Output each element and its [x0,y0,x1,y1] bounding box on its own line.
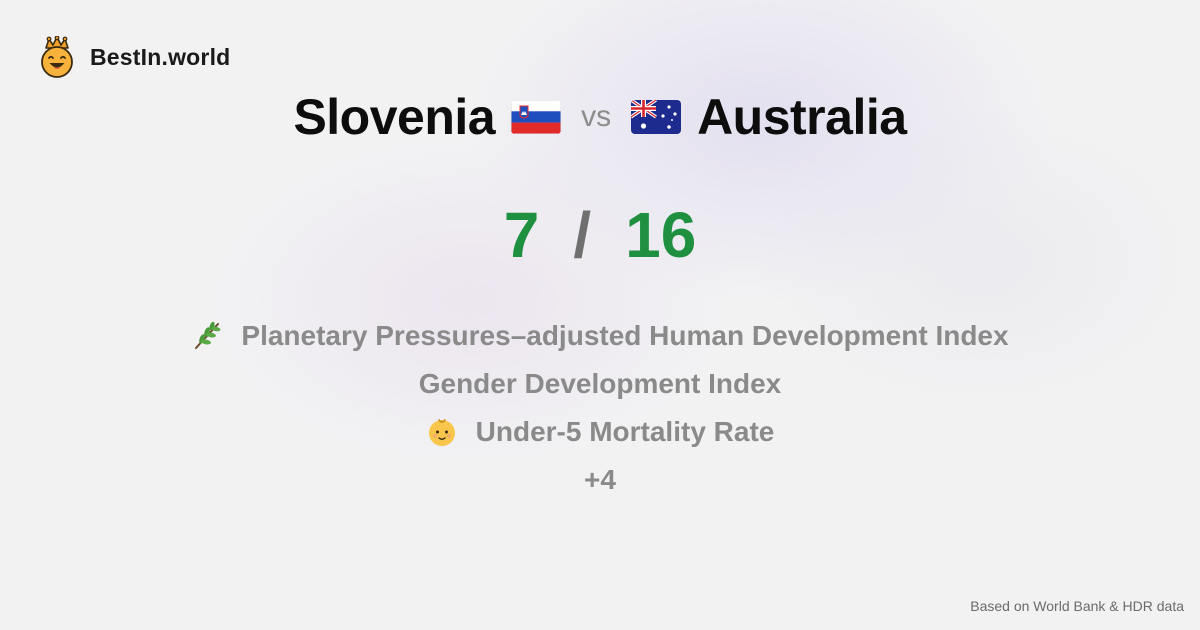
right-score: 16 [625,199,697,271]
crown-smiley-icon [41,36,73,78]
metric-label: Planetary Pressures–adjusted Human Devel… [241,320,1009,351]
australia-flag-icon [631,100,682,134]
metric-item[interactable]: Gender Development Index [419,360,782,408]
metric-list: Planetary Pressures–adjusted Human Devel… [0,312,1200,504]
slovenia-flag-icon [511,100,562,134]
score-summary: 7 / 16 [0,190,1200,280]
more-metrics-count[interactable]: +4 [584,464,616,495]
vs-label: vs [581,100,612,133]
right-country-name: Australia [697,89,907,145]
herb-icon [195,321,221,349]
comparison-title: Slovenia vs Australia [0,84,1200,150]
baby-icon [428,419,455,446]
brand-header[interactable]: BestIn.world [38,36,230,78]
metric-item[interactable]: Planetary Pressures–adjusted Human Devel… [191,312,1009,360]
score-separator: / [573,199,592,271]
brand-name: BestIn.world [90,43,231,70]
metric-item[interactable]: Under-5 Mortality Rate [426,408,775,456]
metric-label: Under-5 Mortality Rate [475,416,775,447]
left-score: 7 [503,199,540,271]
metric-label: Gender Development Index [418,368,782,399]
data-source-note: Based on World Bank & HDR data [970,598,1184,614]
left-country-name: Slovenia [293,89,496,145]
